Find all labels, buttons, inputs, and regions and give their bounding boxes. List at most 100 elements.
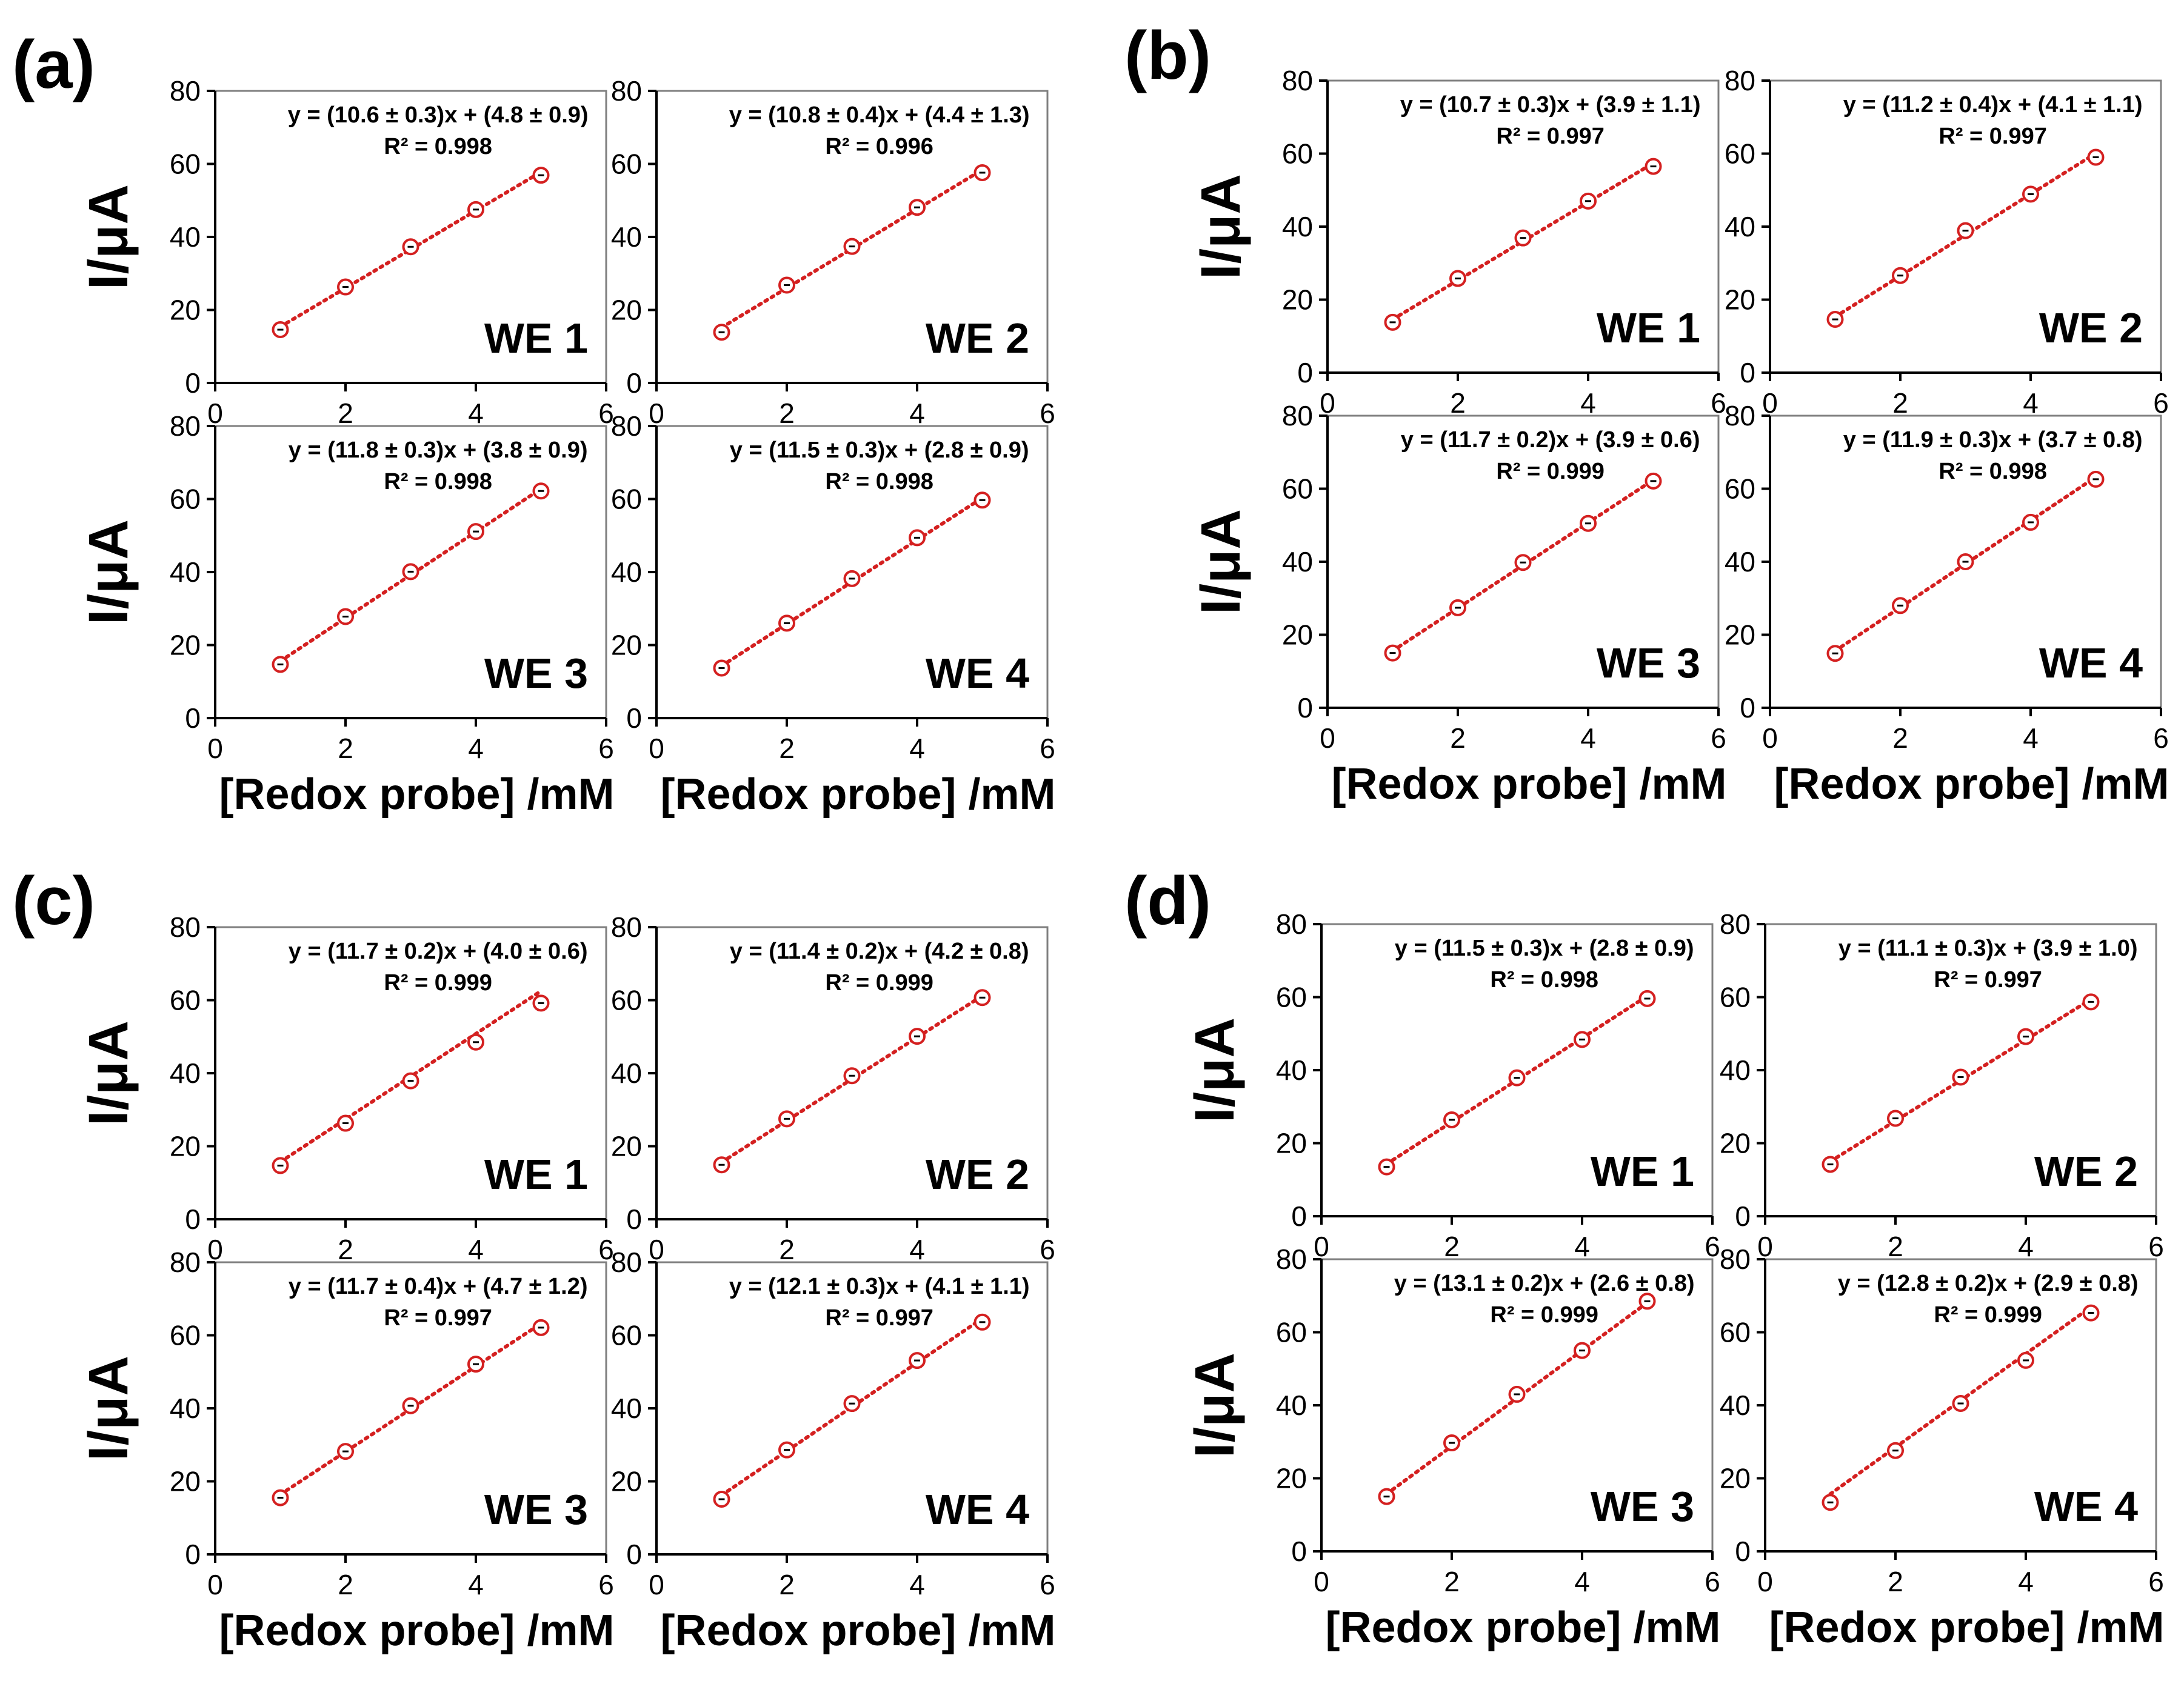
y-tick-label: 20: [170, 630, 201, 661]
r-squared: R² = 0.998: [1490, 967, 1598, 993]
x-tick-label: 2: [338, 1569, 353, 1600]
y-tick-label: 40: [1725, 211, 1755, 242]
x-tick-label: 2: [1444, 1566, 1460, 1597]
electrode-label: WE 4: [2039, 639, 2143, 687]
x-tick-label: 4: [2018, 1231, 2034, 1262]
x-tick-label: 2: [338, 733, 353, 764]
y-tick-label: 80: [1725, 65, 1755, 96]
y-tick-label: 80: [1720, 1243, 1751, 1275]
subplot-we4: 0 20 40 60 80 0 2 4 6 y = (12.1 ± 0.3)x + (4.1 ± …: [611, 1247, 1056, 1655]
fit-equation: y = (10.6 ± 0.3)x + (4.8 ± 0.9): [288, 102, 589, 128]
fit-equation: y = (11.1 ± 0.3)x + (3.9 ± 1.0): [1838, 936, 2138, 961]
fit-equation: y = (12.8 ± 0.2)x + (2.9 ± 0.8): [1838, 1271, 2139, 1296]
x-tick-label: 0: [649, 733, 664, 764]
x-tick-label: 4: [468, 398, 484, 429]
x-tick-label: 4: [1580, 722, 1596, 754]
x-tick-label: 6: [598, 733, 614, 764]
y-tick-label: 60: [170, 1320, 201, 1351]
x-tick-label: 6: [1040, 1569, 1055, 1600]
y-tick-label: 80: [611, 75, 642, 107]
y-tick-label: 80: [170, 1247, 201, 1278]
y-tick-label: 60: [611, 985, 642, 1016]
x-tick-label: 0: [1320, 387, 1335, 419]
x-tick-label: 2: [1888, 1231, 1903, 1262]
r-squared: R² = 0.997: [825, 1305, 933, 1331]
y-tick-label: 20: [1282, 284, 1313, 316]
y-axis-title: I/μA: [78, 519, 139, 625]
r-squared: R² = 0.997: [384, 1305, 492, 1331]
x-tick-label: 4: [2023, 387, 2039, 419]
y-tick-label: 80: [1276, 1243, 1307, 1275]
y-axis-title: I/μA: [1184, 1017, 1246, 1123]
y-tick-label: 0: [1735, 1200, 1751, 1232]
r-squared: R² = 0.997: [1934, 967, 2042, 993]
x-tick-label: 6: [1711, 722, 1726, 754]
fit-line: [720, 1316, 984, 1497]
panel-label: (b): [1124, 18, 1211, 93]
y-tick-label: 40: [170, 221, 201, 253]
r-squared: R² = 0.999: [825, 970, 933, 996]
y-tick-label: 20: [1276, 1463, 1307, 1494]
fit-equation: y = (11.8 ± 0.3)x + (3.8 ± 0.9): [289, 438, 588, 463]
x-tick-label: 4: [909, 733, 925, 764]
electrode-label: WE 2: [926, 1151, 1029, 1198]
x-tick-label: 2: [1892, 387, 1908, 419]
x-tick-label: 6: [1040, 1234, 1055, 1265]
y-tick-label: 20: [1725, 284, 1755, 316]
x-tick-label: 4: [468, 1569, 484, 1600]
y-tick-label: 0: [185, 1203, 201, 1235]
y-tick-label: 40: [1720, 1390, 1751, 1421]
y-tick-label: 60: [170, 148, 201, 180]
y-tick-label: 0: [1297, 357, 1313, 388]
y-tick-label: 60: [1282, 473, 1313, 505]
panel-label: (a): [12, 27, 95, 102]
y-tick-label: 0: [1291, 1536, 1307, 1567]
x-tick-label: 0: [1757, 1566, 1773, 1597]
electrode-label: WE 1: [1597, 304, 1700, 351]
r-squared: R² = 0.998: [384, 469, 492, 494]
y-tick-label: 40: [611, 556, 642, 588]
x-tick-label: 2: [1888, 1566, 1903, 1597]
y-tick-label: 60: [1276, 982, 1307, 1013]
x-tick-label: 2: [779, 1569, 795, 1600]
y-axis-title: I/μA: [1184, 1353, 1246, 1458]
x-tick-label: 6: [2148, 1231, 2164, 1262]
y-tick-label: 20: [1725, 619, 1755, 651]
fit-equation: y = (11.9 ± 0.3)x + (3.7 ± 0.8): [1843, 427, 2143, 453]
x-tick-label: 0: [649, 1234, 664, 1265]
y-tick-label: 80: [611, 410, 642, 442]
y-tick-label: 40: [1720, 1054, 1751, 1086]
x-tick-label: 6: [598, 398, 614, 429]
x-tick-label: 0: [207, 1569, 223, 1600]
subplot-we2: 0 20 40 60 80 0 2 4 6 y = (11.1 ± 0.3)x + (3.9 ± …: [1720, 908, 2164, 1262]
x-tick-label: 6: [598, 1234, 614, 1265]
x-tick-label: 2: [1450, 387, 1466, 419]
x-tick-label: 0: [649, 1569, 664, 1600]
subplot-we3: 0 20 40 60 80 0 2 4 6 y = (13.1 ± 0.2)x + (2.6 ± …: [1184, 1243, 1721, 1652]
y-axis-title: I/μA: [1190, 509, 1252, 614]
y-tick-label: 80: [170, 911, 201, 943]
y-tick-label: 80: [170, 75, 201, 107]
electrode-label: WE 2: [926, 315, 1029, 362]
y-axis-title: I/μA: [1190, 174, 1252, 279]
subplot-we2: 0 20 40 60 80 0 2 4 6 y = (11.4 ± 0.2)x + (4.2 ± …: [611, 911, 1055, 1265]
subplot-we4: 0 20 40 60 80 0 2 4 6 y = (11.9 ± 0.3)x + (3.7 ± …: [1725, 400, 2169, 808]
subplot-we3: 0 20 40 60 80 0 2 4 6 y = (11.8 ± 0.3)x + (3.8 ± …: [78, 410, 615, 819]
x-tick-label: 2: [338, 398, 353, 429]
y-tick-label: 20: [611, 630, 642, 661]
electrode-label: WE 3: [484, 650, 588, 697]
x-tick-label: 2: [779, 398, 795, 429]
fit-equation: y = (11.7 ± 0.4)x + (4.7 ± 1.2): [289, 1274, 588, 1299]
y-tick-label: 0: [185, 702, 201, 734]
y-tick-label: 60: [1720, 1317, 1751, 1348]
y-tick-label: 60: [1720, 982, 1751, 1013]
y-tick-label: 0: [626, 1203, 642, 1235]
x-tick-label: 4: [1574, 1566, 1590, 1597]
y-tick-label: 80: [1725, 400, 1755, 431]
r-squared: R² = 0.999: [1934, 1302, 2042, 1328]
r-squared: R² = 0.999: [384, 970, 492, 996]
y-tick-label: 40: [170, 556, 201, 588]
x-tick-label: 2: [779, 733, 795, 764]
